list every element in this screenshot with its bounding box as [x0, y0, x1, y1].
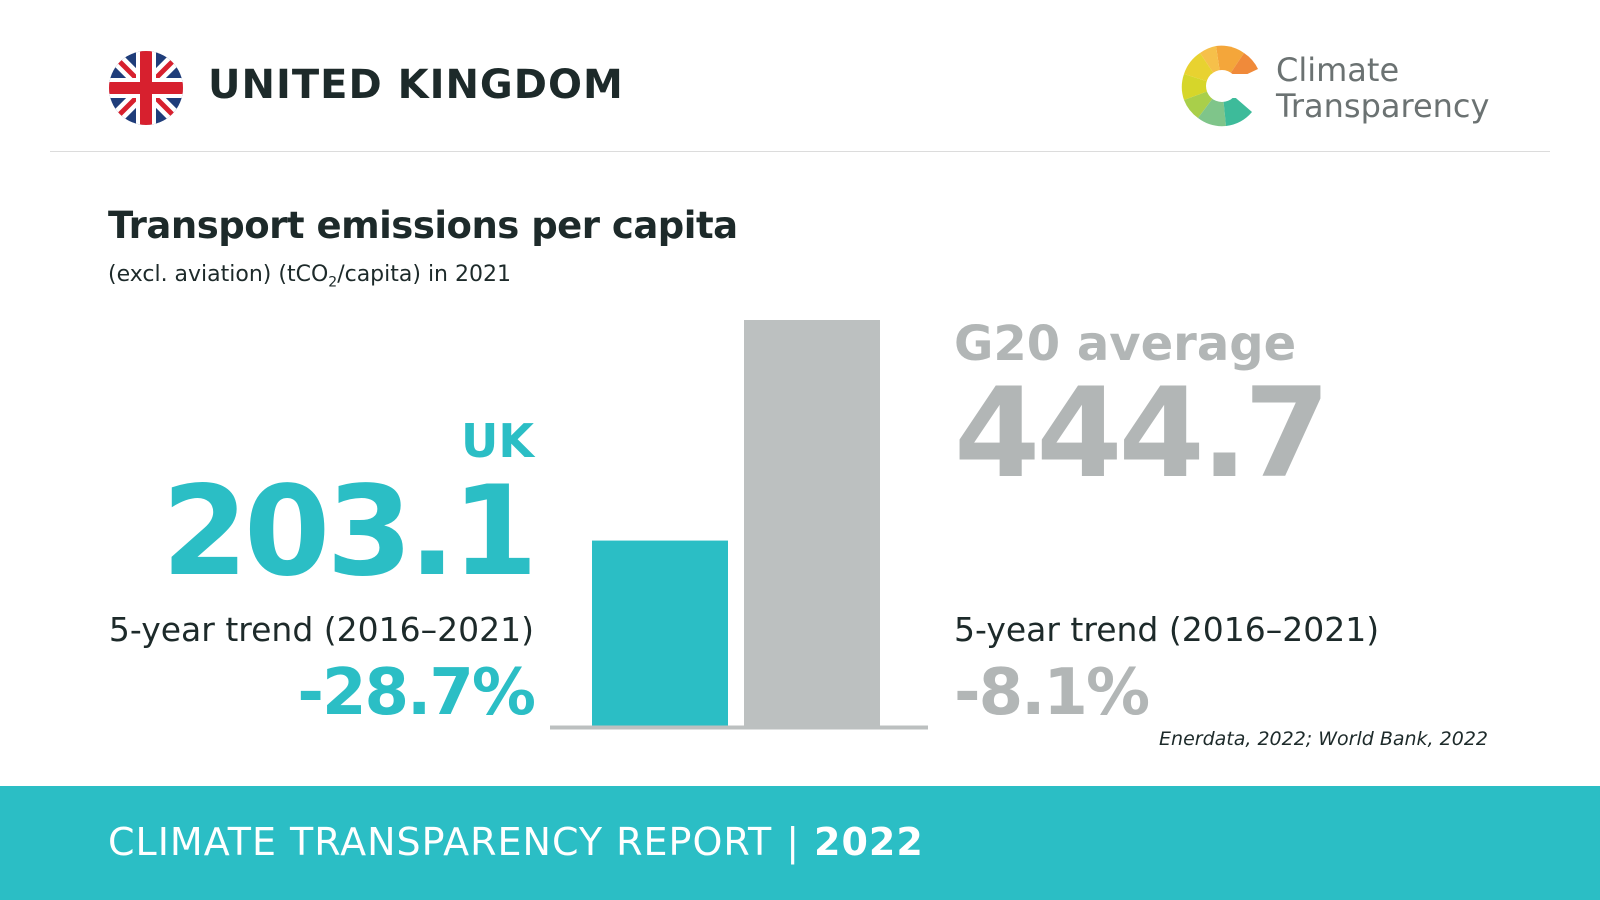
bar-g20-average [744, 320, 880, 726]
chart-title: Transport emissions per capita [108, 204, 738, 247]
g20-trend-label: 5-year trend (2016–2021) [954, 610, 1380, 649]
footer-text: CLIMATE TRANSPARENCY REPORT | 2022 [108, 820, 924, 864]
source-note: Enerdata, 2022; World Bank, 2022 [1159, 728, 1488, 750]
uk-flag-icon [109, 51, 183, 125]
climate-transparency-logo: Climate Transparency [1180, 42, 1489, 132]
uk-trend-value: -28.7% [297, 656, 536, 730]
g20-trend-value: -8.1% [954, 656, 1150, 730]
g20-label: G20 average [954, 316, 1297, 372]
uk-value: 203.1 [161, 460, 538, 604]
uk-label: UK [461, 414, 534, 468]
footer-separator: | [786, 820, 801, 864]
logo-text-line2: Transparency [1276, 87, 1490, 125]
country-title: UNITED KINGDOM [208, 62, 624, 108]
footer-year: 2022 [814, 820, 924, 864]
header: UNITED KINGDOM Climate Transparency [0, 0, 1600, 150]
subtitle-pre: (excl. aviation) (tCO [108, 262, 329, 287]
footer-banner: CLIMATE TRANSPARENCY REPORT | 2022 [0, 786, 1600, 900]
logo-mark-icon [1181, 45, 1264, 127]
subtitle-post: /capita) in 2021 [337, 262, 511, 287]
bar-uk [592, 540, 728, 726]
logo-text-line1: Climate [1276, 51, 1400, 89]
subtitle-subscript: 2 [328, 274, 338, 291]
bar-chart [550, 320, 928, 730]
footer-report: CLIMATE TRANSPARENCY REPORT [108, 820, 773, 864]
chart-subtitle: (excl. aviation) (tCO2/capita) in 2021 [108, 262, 511, 290]
header-divider [50, 151, 1550, 152]
g20-value: 444.7 [954, 362, 1330, 506]
uk-trend-label: 5-year trend (2016–2021) [108, 610, 534, 649]
